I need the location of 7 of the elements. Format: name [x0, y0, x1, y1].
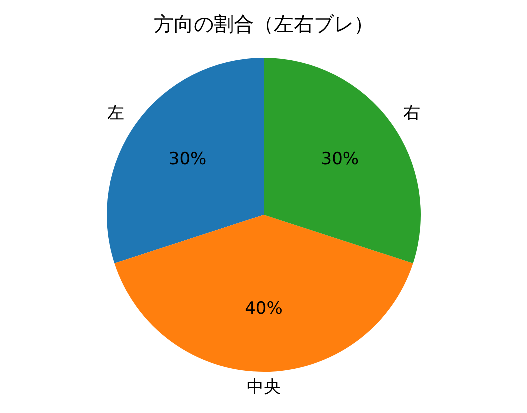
data-label: 30% [321, 150, 360, 170]
slice-label: 右 [404, 103, 421, 124]
slice-label: 中央 [247, 378, 281, 398]
data-label: 40% [245, 299, 283, 320]
data-label: 30% [168, 150, 207, 170]
slice-label: 左 [107, 103, 124, 124]
chart-title: 方向の割合（左右ブレ） [154, 12, 374, 36]
